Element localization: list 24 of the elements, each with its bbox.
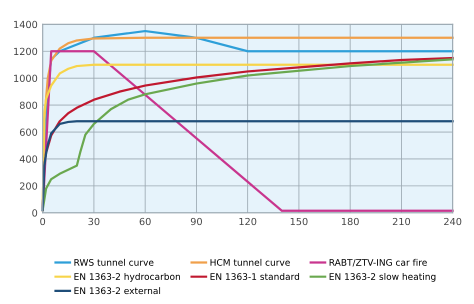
legend-label: RABT/ZTV-ING car fire — [330, 258, 427, 267]
x-tick-label: 150 — [290, 218, 308, 226]
x-tick-label: 0 — [40, 218, 46, 226]
legend-label: HCM tunnel curve — [210, 258, 290, 266]
x-tick-label: 120 — [239, 218, 256, 226]
legend-label: RWS tunnel curve — [74, 258, 154, 266]
x-tick-label: 210 — [392, 218, 410, 226]
y-tick-label: 1000 — [14, 74, 38, 82]
x-tick-label: 240 — [444, 218, 462, 226]
y-tick-label: 600 — [20, 128, 38, 136]
y-tick-label: 800 — [20, 102, 38, 109]
x-tick-label: 180 — [342, 218, 359, 226]
y-tick-label: 200 — [20, 182, 38, 190]
legend-label: EN 1363-2 external — [74, 287, 160, 294]
x-tick-label: 60 — [140, 218, 151, 226]
y-tick-label: 1400 — [14, 20, 38, 28]
x-tick-label: 90 — [190, 218, 202, 226]
legend-label: EN 1363-1 standard — [210, 272, 300, 280]
y-tick-label: 400 — [20, 155, 38, 163]
legend-label: EN 1363-2 slow heating — [330, 272, 436, 282]
x-tick-label: 30 — [88, 218, 100, 226]
y-tick-label: 1200 — [14, 48, 38, 56]
legend-label: EN 1363-2 hydrocarbon — [74, 272, 180, 282]
y-tick-label: 0 — [32, 209, 38, 217]
